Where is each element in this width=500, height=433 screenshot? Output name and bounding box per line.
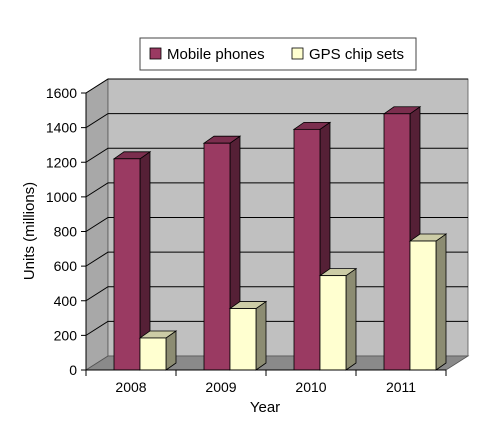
bar-side (435, 233, 447, 371)
y-tick-label: 600 (54, 258, 78, 274)
bar-front (319, 275, 347, 371)
y-tick-label: 400 (54, 293, 78, 309)
bar-gps-chip-sets-2009 (228, 300, 268, 371)
bar-front (139, 337, 167, 371)
bar-gps-chip-sets-2010 (318, 267, 358, 371)
y-tick-label: 800 (54, 224, 78, 240)
bar-front (203, 142, 231, 371)
bar-side (255, 300, 267, 371)
legend-box (139, 37, 417, 71)
bar-front (293, 128, 321, 371)
x-tick-label: 2010 (295, 379, 326, 395)
bar-gps-chip-sets-2008 (138, 330, 178, 371)
legend-swatch-mobile-phones (149, 47, 162, 60)
y-tick-label: 1000 (46, 189, 77, 205)
x-tick-label: 2011 (386, 379, 416, 395)
bar-front (383, 113, 411, 371)
y-tick-label: 200 (54, 327, 78, 343)
legend-label-mobile-phones: Mobile phones (167, 46, 265, 63)
gridline (85, 147, 468, 163)
bar-gps-chip-sets-2011 (408, 233, 448, 371)
gridline (85, 182, 468, 198)
gridline (85, 78, 468, 94)
bar-front (229, 308, 257, 371)
x-tick-label: 2009 (205, 379, 236, 395)
x-axis-title: Year (250, 399, 280, 416)
y-tick-label: 1600 (46, 85, 77, 101)
gridlines (85, 78, 468, 336)
y-tick-labels: 0 200 400 600 800 1000 1200 1400 1600 (46, 85, 77, 378)
legend: Mobile phones GPS chip sets (139, 37, 417, 71)
bars (112, 106, 448, 371)
gridline (85, 113, 468, 129)
legend-swatch-gps-chip-sets (291, 47, 304, 60)
y-tick-label: 1400 (46, 120, 77, 136)
axes (81, 92, 447, 376)
x-tick-label: 2008 (115, 379, 146, 395)
x-tick-labels: 2008 2009 2010 2011 (115, 379, 416, 395)
gridline (85, 217, 468, 232)
legend-label-gps-chip-sets: GPS chip sets (309, 46, 404, 63)
gridline (85, 251, 468, 267)
bar-front (409, 240, 437, 371)
bar-mobile-phones-2008 (112, 151, 152, 371)
bar-side (345, 267, 357, 371)
y-tick-label: 1200 (46, 154, 77, 170)
y-axis-title: Units (millions) (21, 182, 38, 280)
bar-front (113, 158, 141, 371)
y-tick-label: 0 (69, 362, 77, 378)
